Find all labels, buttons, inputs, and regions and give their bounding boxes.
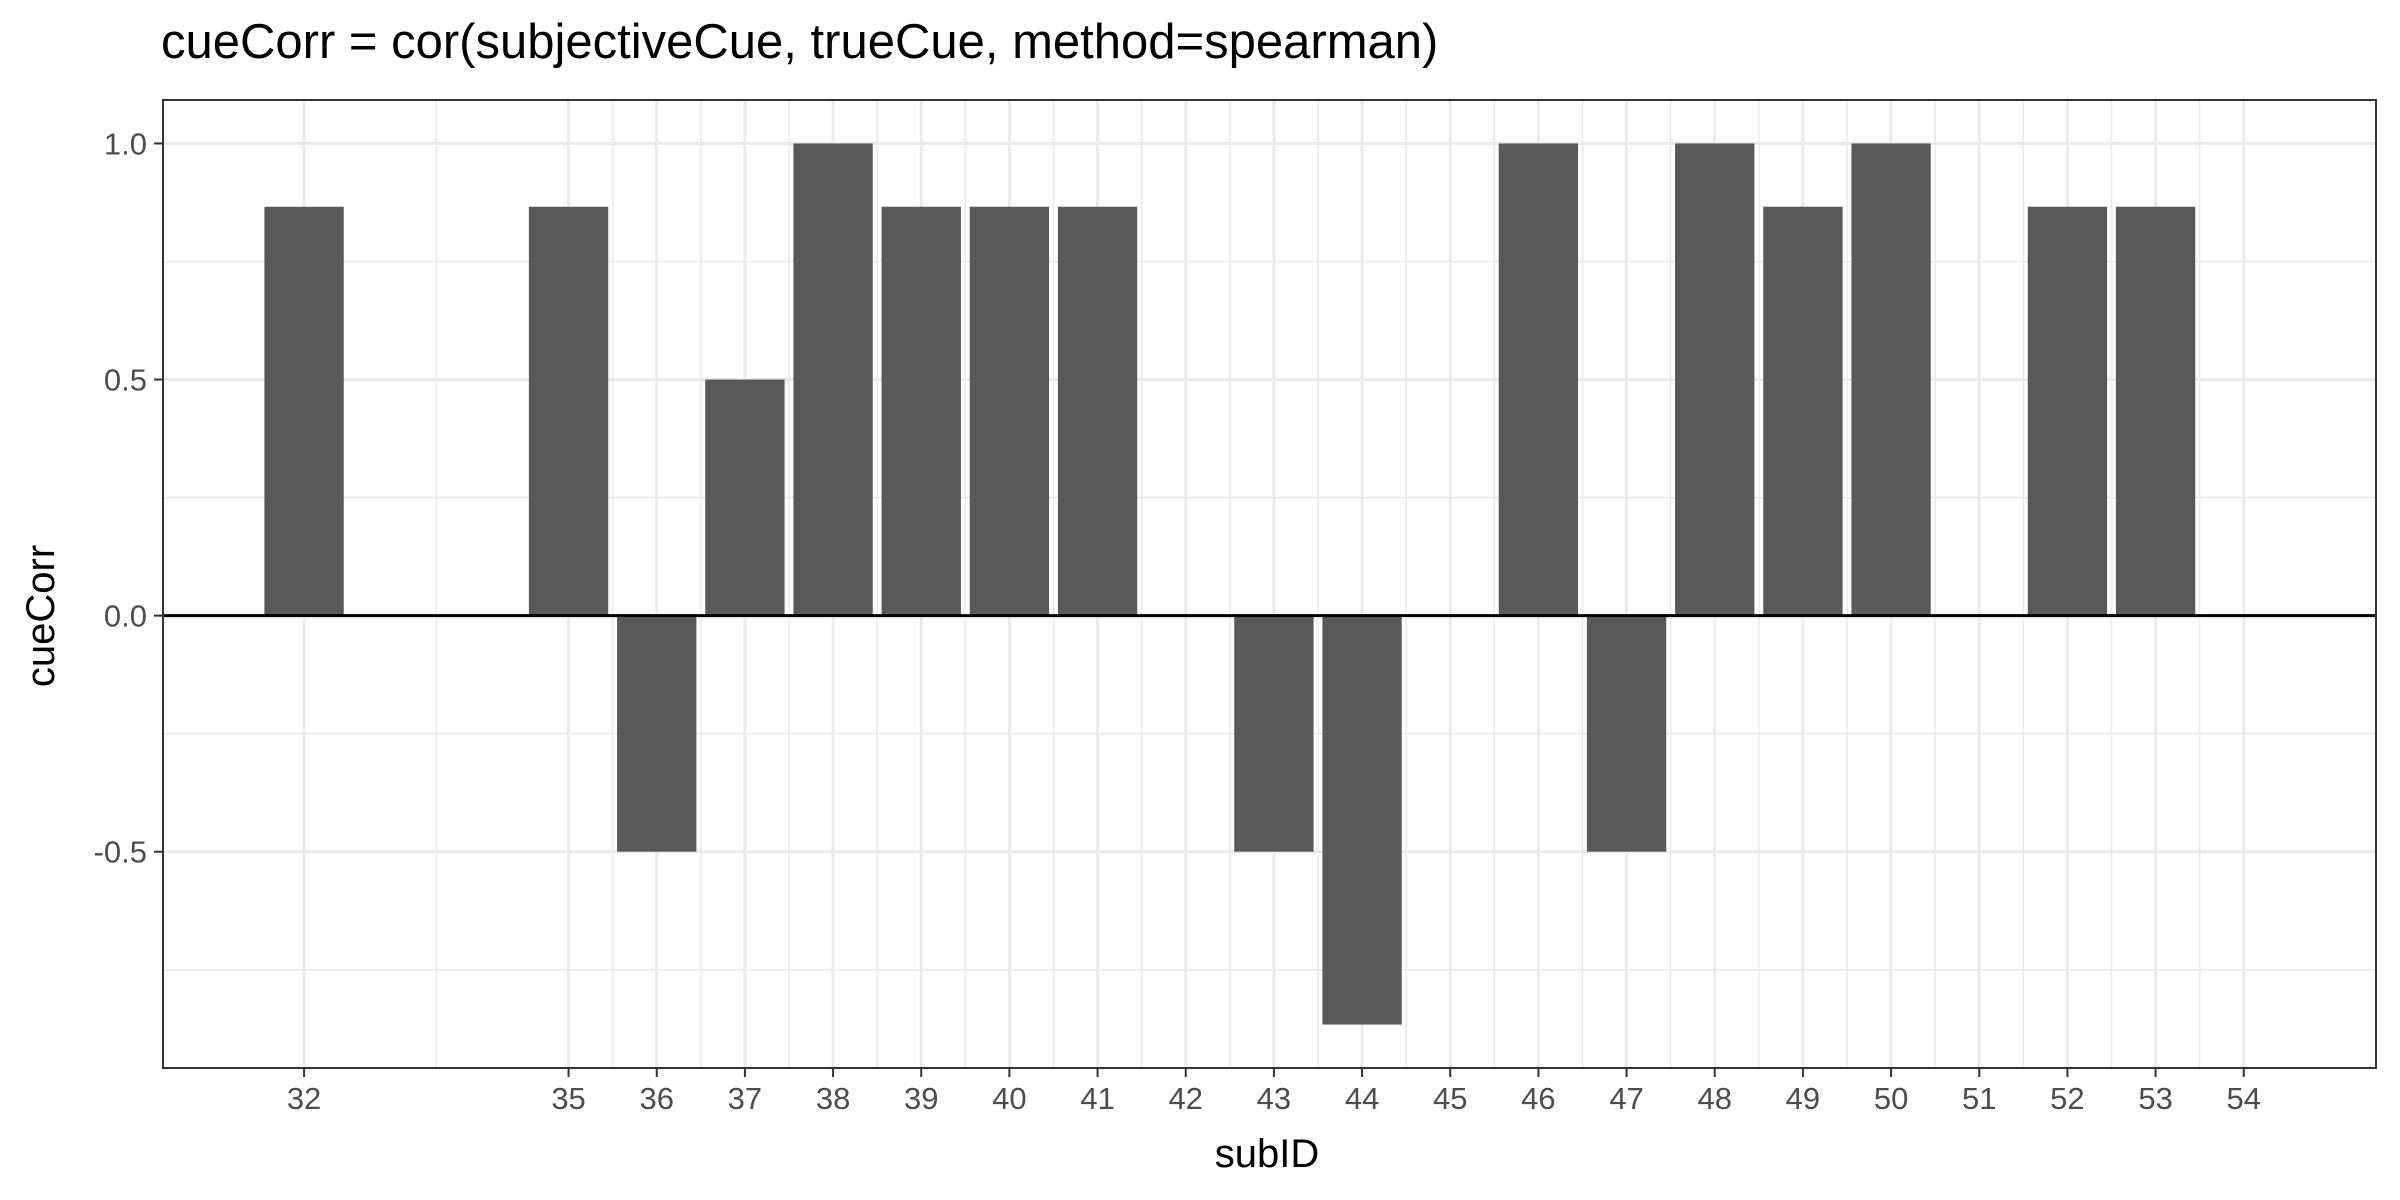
x-tick-label: 49: [1786, 1081, 1820, 1116]
chart-title: cueCorr = cor(subjectiveCue, trueCue, me…: [161, 15, 1438, 69]
bar-sub-37: [705, 379, 785, 616]
x-tick-label: 53: [2138, 1081, 2172, 1116]
x-tick-label: 43: [1257, 1081, 1291, 1116]
bar-sub-38: [793, 143, 873, 616]
bar-sub-50: [1851, 143, 1931, 616]
bar-sub-32: [264, 206, 344, 616]
y-tick-label: -0.5: [94, 835, 147, 870]
x-axis-title: subID: [1215, 1132, 1320, 1176]
x-tick-label: 45: [1433, 1081, 1467, 1116]
x-tick-label: 35: [551, 1081, 585, 1116]
x-tick-label: 38: [816, 1081, 850, 1116]
bar-sub-47: [1586, 615, 1667, 852]
bar-sub-43: [1234, 615, 1314, 852]
bar-sub-40: [969, 206, 1050, 616]
x-tick-label: 52: [2050, 1081, 2084, 1116]
x-tick-label: 32: [287, 1081, 321, 1116]
bar-sub-41: [1057, 206, 1138, 616]
y-tick-label: 0.0: [104, 599, 147, 634]
x-tick-label: 54: [2227, 1081, 2261, 1116]
y-axis: -0.5 0.0 0.5 1.0: [94, 126, 163, 870]
bar-sub-39: [881, 206, 961, 616]
bars: [264, 143, 2196, 1025]
plot-panel-border: [162, 99, 2377, 1069]
bar-sub-35: [528, 206, 609, 616]
bar-sub-53: [2115, 206, 2196, 616]
y-tick-label: 0.5: [104, 363, 147, 398]
x-tick-label: 51: [1962, 1081, 1996, 1116]
x-axis: 32 35 36 37 38 39 40 41 42 43 44 45 46 47 48 49 50 51 52 53…: [287, 1068, 2261, 1116]
x-tick-label: 36: [639, 1081, 673, 1116]
x-tick-label: 39: [904, 1081, 938, 1116]
x-tick-label: 48: [1698, 1081, 1732, 1116]
bar-sub-48: [1675, 143, 1755, 616]
x-tick-label: 47: [1609, 1081, 1643, 1116]
bar-sub-36: [617, 615, 697, 852]
x-tick-label: 40: [992, 1081, 1026, 1116]
bar-sub-52: [2027, 206, 2108, 616]
x-tick-label: 42: [1168, 1081, 1202, 1116]
bar-sub-46: [1498, 143, 1579, 616]
x-tick-label: 50: [1874, 1081, 1908, 1116]
x-tick-label: 46: [1521, 1081, 1555, 1116]
x-tick-label: 44: [1345, 1081, 1379, 1116]
y-tick-label: 1.0: [104, 126, 147, 161]
bar-sub-49: [1763, 206, 1843, 616]
y-axis-title: cueCorr: [19, 545, 63, 687]
x-tick-label: 41: [1080, 1081, 1114, 1116]
bar-sub-44: [1322, 615, 1402, 1025]
x-tick-label: 37: [728, 1081, 762, 1116]
